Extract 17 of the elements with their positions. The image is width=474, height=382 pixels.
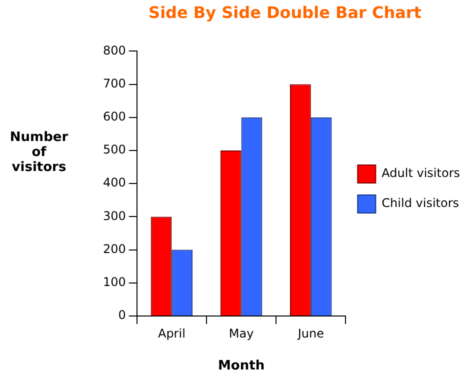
y-tick-label: 700 [103,76,126,90]
y-tick-label: 800 [103,43,126,58]
x-tick-label: April [158,326,186,340]
y-tick-label: 0 [118,308,126,322]
y-tick-label: 400 [103,176,126,190]
x-axis-title: Month [218,358,265,374]
legend-label: Child visitors [382,196,460,210]
y-axis-title: Number of visitors [8,130,70,175]
y-tick-label: 500 [103,142,126,157]
legend-label: Adult visitors [382,166,460,180]
y-tick-label: 300 [103,208,126,223]
chart-title: Side By Side Double Bar Chart [148,2,422,22]
y-tick-label: 100 [103,275,126,290]
y-tick-label: 200 [103,242,126,256]
x-tick-label: May [228,326,254,340]
x-tick-label: June [296,326,324,340]
y-tick-label: 600 [103,110,126,124]
